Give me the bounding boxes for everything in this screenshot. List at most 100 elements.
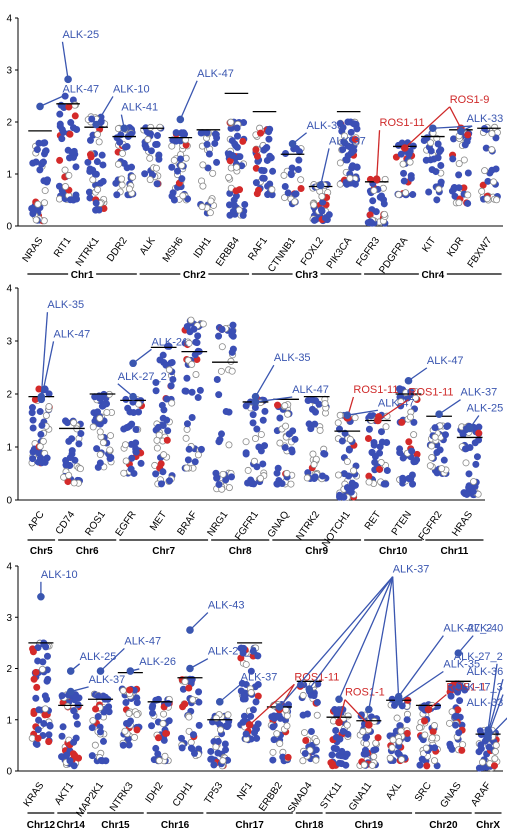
- data-point: [242, 449, 250, 457]
- data-point: [284, 189, 292, 197]
- data-point: [284, 410, 292, 418]
- data-point: [218, 326, 226, 334]
- gene-label: BRAF: [175, 509, 199, 537]
- panel-2: 0 1 2 3 4 APC CD74 ROS1 EGFR MET BRAF NRG1 FGFR1 GNAQ…: [6, 284, 503, 558]
- data-point: [155, 757, 163, 765]
- data-point: [126, 717, 134, 725]
- annotated-point: [37, 592, 45, 601]
- data-point: [259, 174, 267, 182]
- data-point: [194, 332, 202, 340]
- annotation-alk-33: ALK-33: [429, 113, 504, 133]
- annotated-point: [404, 376, 413, 385]
- data-point: [299, 711, 307, 719]
- data-point: [336, 159, 344, 167]
- data-point: [35, 716, 43, 724]
- gene-label: NRG1: [205, 509, 230, 538]
- data-point: [280, 171, 288, 179]
- data-point: [160, 710, 168, 718]
- data-point: [396, 449, 404, 457]
- data-point: [34, 657, 42, 665]
- data-point: [320, 449, 328, 457]
- data-point: [309, 450, 317, 458]
- data-point: [263, 144, 271, 152]
- data-point: [266, 152, 274, 160]
- data-point: [92, 199, 100, 207]
- annotation-connector: [392, 576, 403, 704]
- data-point: [91, 170, 99, 178]
- annotation-label: ALK-10: [41, 569, 78, 581]
- data-point: [29, 448, 37, 456]
- gene-label: FGFR3: [354, 235, 382, 269]
- annotation-line: [377, 399, 409, 422]
- data-point: [41, 711, 49, 719]
- data-point: [281, 402, 289, 410]
- gene-column-pdgfra: PDGFRA: [377, 139, 417, 276]
- data-point: [345, 446, 353, 454]
- gene-column-kras: KRAS: [22, 639, 54, 809]
- annotation-label: ALK-25: [80, 651, 117, 663]
- annotation-line: [40, 341, 55, 400]
- data-point: [99, 737, 107, 745]
- data-point: [88, 752, 96, 760]
- data-point: [185, 339, 193, 347]
- data-point: [84, 158, 92, 166]
- data-point: [318, 192, 326, 200]
- data-point: [189, 696, 197, 704]
- data-point: [455, 160, 463, 168]
- annotation-alk-37: ALK-37: [435, 387, 497, 418]
- data-point: [188, 388, 196, 396]
- data-point: [237, 687, 245, 695]
- data-point: [253, 425, 261, 433]
- data-point: [169, 375, 177, 383]
- y-tick-label: 3: [6, 66, 12, 77]
- data-point: [93, 130, 101, 138]
- data-point: [406, 147, 414, 155]
- chromosome-label: Chr19: [355, 820, 384, 831]
- data-point: [294, 165, 302, 173]
- data-point: [427, 147, 435, 155]
- chromosome-label: Chr10: [379, 546, 408, 557]
- annotation-label: ALK-33: [467, 113, 504, 125]
- data-point: [428, 442, 436, 450]
- data-point: [215, 332, 223, 340]
- data-point: [410, 431, 418, 439]
- annotation-alk-33: ALK-33: [467, 697, 507, 742]
- annotation-label: ALK-37: [393, 564, 430, 576]
- data-point: [32, 694, 40, 702]
- data-point: [99, 161, 107, 169]
- chromosome-label: Chr12: [27, 820, 56, 831]
- data-point: [253, 734, 261, 742]
- annotated-point: [372, 175, 381, 183]
- data-point: [403, 716, 411, 724]
- data-point: [198, 203, 206, 211]
- data-point: [41, 147, 49, 155]
- data-point: [217, 726, 225, 734]
- data-point: [410, 458, 418, 466]
- data-point: [225, 173, 233, 181]
- data-point: [174, 167, 182, 175]
- data-point: [433, 469, 441, 477]
- data-point: [187, 316, 195, 324]
- data-point: [301, 729, 309, 737]
- annotation-line: [404, 106, 451, 149]
- data-point: [240, 712, 248, 720]
- data-point: [86, 194, 94, 202]
- data-point: [398, 418, 406, 426]
- gene-label: GNAS: [438, 780, 463, 810]
- data-point: [282, 150, 290, 158]
- data-point: [222, 746, 230, 754]
- data-point: [399, 160, 407, 168]
- data-point: [197, 445, 205, 453]
- data-point: [70, 738, 78, 746]
- annotation-alk-37: ALK-37: [66, 674, 125, 696]
- chromosome-group: Chr6: [58, 539, 117, 557]
- data-point: [128, 163, 136, 171]
- data-point: [455, 729, 463, 737]
- data-point: [367, 412, 375, 420]
- annotation-label: ALK-33: [307, 120, 344, 132]
- data-point: [291, 435, 299, 443]
- gene-column-fgfr3: FGFR3: [354, 175, 389, 269]
- annotation-alk-33: ALK-33: [288, 120, 344, 148]
- data-point: [164, 427, 172, 435]
